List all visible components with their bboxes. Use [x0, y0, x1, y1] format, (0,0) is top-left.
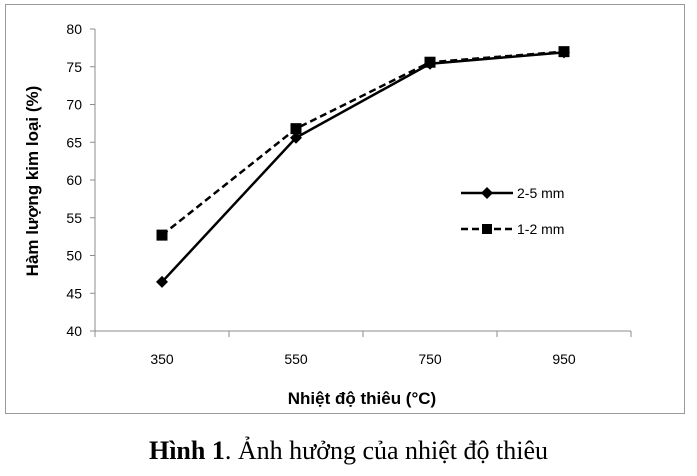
- series-2-5mm: [156, 46, 570, 288]
- series-1-2mm: [156, 46, 570, 241]
- x-tick-label: 550: [284, 351, 308, 367]
- series-layer: [156, 46, 570, 288]
- caption-text: . Ảnh hưởng của nhiệt độ thiêu: [224, 436, 549, 465]
- chart-frame: [5, 4, 685, 414]
- x-tick-label: 950: [552, 351, 576, 367]
- legend-label: 1-2 mm: [517, 221, 564, 237]
- x-axis-title: Nhiệt độ thiêu (°C): [288, 389, 436, 408]
- y-tick-label: 60: [66, 172, 82, 188]
- y-axis-title: Hàm lượng kim loại (%): [23, 86, 42, 277]
- series-line: [161, 51, 565, 283]
- series-line: [161, 50, 565, 237]
- data-point: [156, 229, 168, 241]
- y-tick-label: 45: [66, 285, 82, 301]
- legend: 2-5 mm 1-2 mm: [461, 185, 564, 237]
- legend-item: 1-2 mm: [461, 221, 564, 237]
- data-point: [156, 275, 168, 288]
- legend-item: 2-5 mm: [461, 185, 564, 201]
- data-point: [424, 57, 436, 70]
- tick-labels: 40 45 50 55 60 65 70 75 80 350 550 750 950: [66, 21, 575, 367]
- y-tick-label: 70: [66, 97, 82, 113]
- figure-caption: Hình 1. Ảnh hưởng của nhiệt độ thiêu: [0, 436, 697, 466]
- caption-label: Hình 1: [148, 436, 225, 465]
- y-tick-label: 40: [66, 323, 82, 339]
- axes: [90, 28, 632, 337]
- y-tick-label: 80: [66, 21, 82, 37]
- x-tick-label: 750: [418, 351, 442, 367]
- data-point: [558, 46, 570, 59]
- y-tick-label: 55: [66, 210, 82, 226]
- x-tick-label: 350: [150, 351, 174, 367]
- legend-marker: [482, 224, 492, 234]
- y-tick-label: 50: [66, 248, 82, 264]
- y-tick-label: 75: [66, 59, 82, 75]
- data-point: [290, 123, 302, 135]
- y-tick-label: 65: [66, 134, 82, 150]
- data-point: [290, 131, 302, 144]
- legend-marker: [481, 187, 493, 199]
- legend-label: 2-5 mm: [517, 185, 564, 201]
